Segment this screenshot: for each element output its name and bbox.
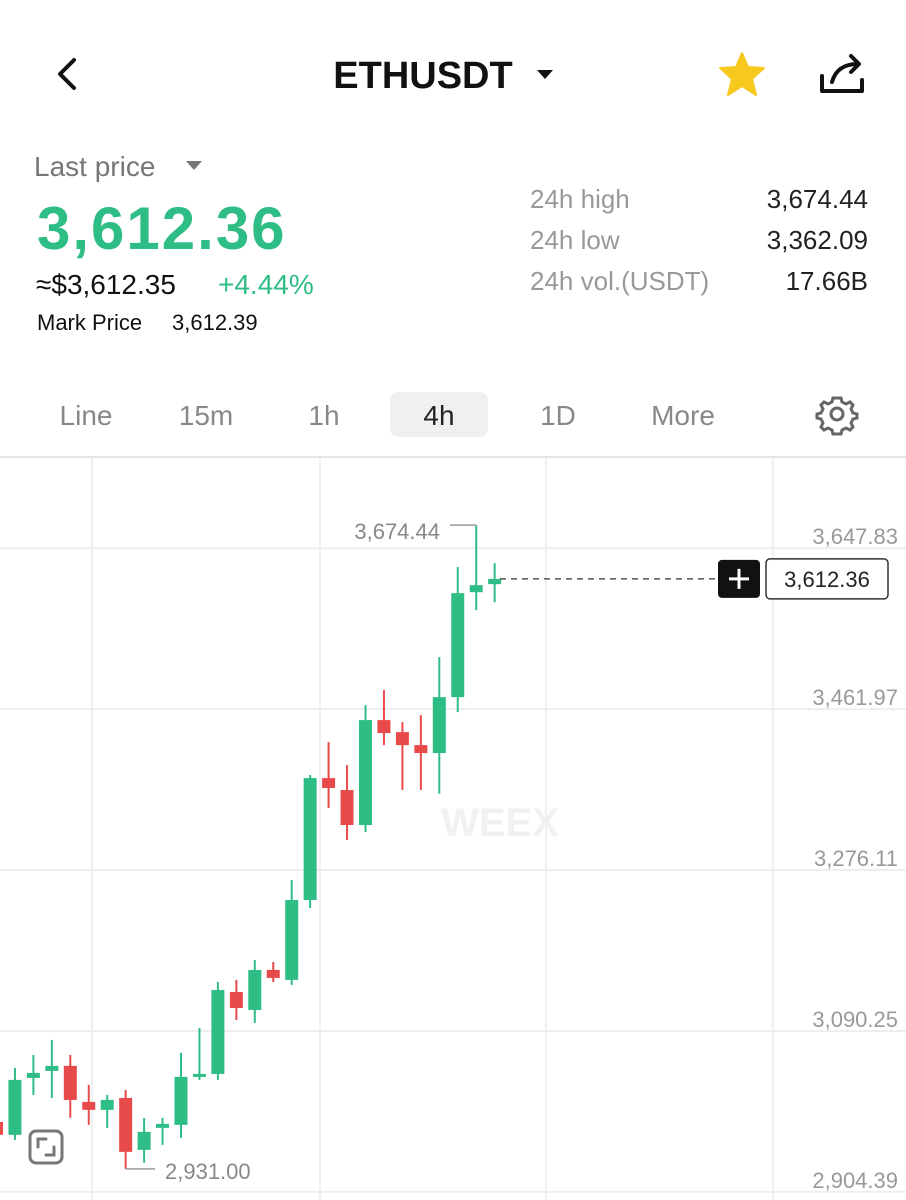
fullscreen-button[interactable]	[28, 1129, 64, 1165]
y-tick-label: 2,904.39	[812, 1168, 898, 1193]
low-label: 2,931.00	[165, 1159, 251, 1184]
price-change: +4.44%	[218, 269, 314, 300]
candle-body	[45, 1065, 59, 1071]
candle-body	[63, 1065, 77, 1100]
candle-body	[266, 969, 280, 978]
timeframe-tab[interactable]: Line	[60, 400, 113, 431]
mark-price: 3,612.39	[172, 310, 258, 335]
last-price-dropdown[interactable]	[186, 161, 202, 170]
y-tick-label: 3,461.97	[812, 685, 898, 710]
candle-body	[211, 989, 225, 1074]
current-price-box	[765, 558, 889, 600]
candle-body	[285, 899, 299, 980]
candle-body	[192, 1073, 206, 1077]
candle-body	[0, 1121, 3, 1135]
timeframe-tab[interactable]: 15m	[179, 400, 233, 431]
favorite-star[interactable]	[719, 52, 765, 96]
timeframe-tab[interactable]: 1D	[540, 400, 576, 431]
share-button[interactable]	[820, 54, 864, 93]
candle-body	[82, 1101, 96, 1110]
candle-body	[451, 593, 465, 698]
stat-value: 3,362.09	[767, 225, 868, 255]
usd-price: ≈$3,612.35	[36, 269, 176, 300]
candle-body	[488, 578, 502, 585]
candle-body	[340, 790, 354, 826]
vertical-grid	[91, 458, 774, 1200]
candle-body	[137, 1131, 151, 1150]
candle-body	[469, 585, 483, 593]
active-tab-background	[390, 392, 488, 437]
stat-label: 24h high	[530, 184, 630, 214]
candle-body	[119, 1097, 133, 1152]
candle-body	[26, 1072, 40, 1078]
candle-body	[414, 745, 428, 754]
candle-body	[377, 720, 391, 734]
mark-price-label: Mark Price	[37, 310, 142, 335]
back-button[interactable]	[58, 58, 76, 90]
candle-body	[432, 697, 446, 754]
stat-value: 17.66B	[786, 266, 868, 296]
add-order-icon[interactable]	[729, 568, 749, 589]
high-label: 3,674.44	[354, 519, 440, 544]
last-price-label[interactable]: Last price	[34, 151, 155, 182]
pair-dropdown[interactable]	[537, 70, 553, 79]
stat-label: 24h vol.(USDT)	[530, 266, 709, 296]
candle-body	[156, 1123, 170, 1128]
candle-body	[174, 1076, 188, 1125]
pair-title[interactable]: ETHUSDT	[333, 55, 512, 97]
candle-body	[229, 991, 243, 1008]
candle-body	[248, 969, 262, 1010]
y-tick-label: 3,276.11	[814, 846, 898, 871]
timeframe-tab[interactable]: 4h	[423, 400, 454, 431]
chart-settings[interactable]	[815, 396, 859, 436]
last-price: 3,612.36	[37, 195, 287, 262]
stat-value: 3,674.44	[767, 184, 868, 214]
timeframe-tab[interactable]: 1h	[308, 400, 339, 431]
y-tick-label: 3,090.25	[812, 1007, 898, 1032]
candle-body	[8, 1079, 22, 1135]
current-price-label: 3,612.36	[784, 567, 870, 592]
watermark: WEEX	[441, 801, 559, 845]
timeframe-tab[interactable]: More	[651, 400, 715, 431]
candle-body	[303, 778, 317, 900]
candle-body	[359, 720, 372, 826]
candle-body	[322, 778, 336, 789]
candle-body	[395, 732, 409, 746]
candle-body	[100, 1099, 114, 1110]
y-tick-label: 3,647.83	[812, 524, 898, 549]
stat-label: 24h low	[530, 225, 620, 255]
